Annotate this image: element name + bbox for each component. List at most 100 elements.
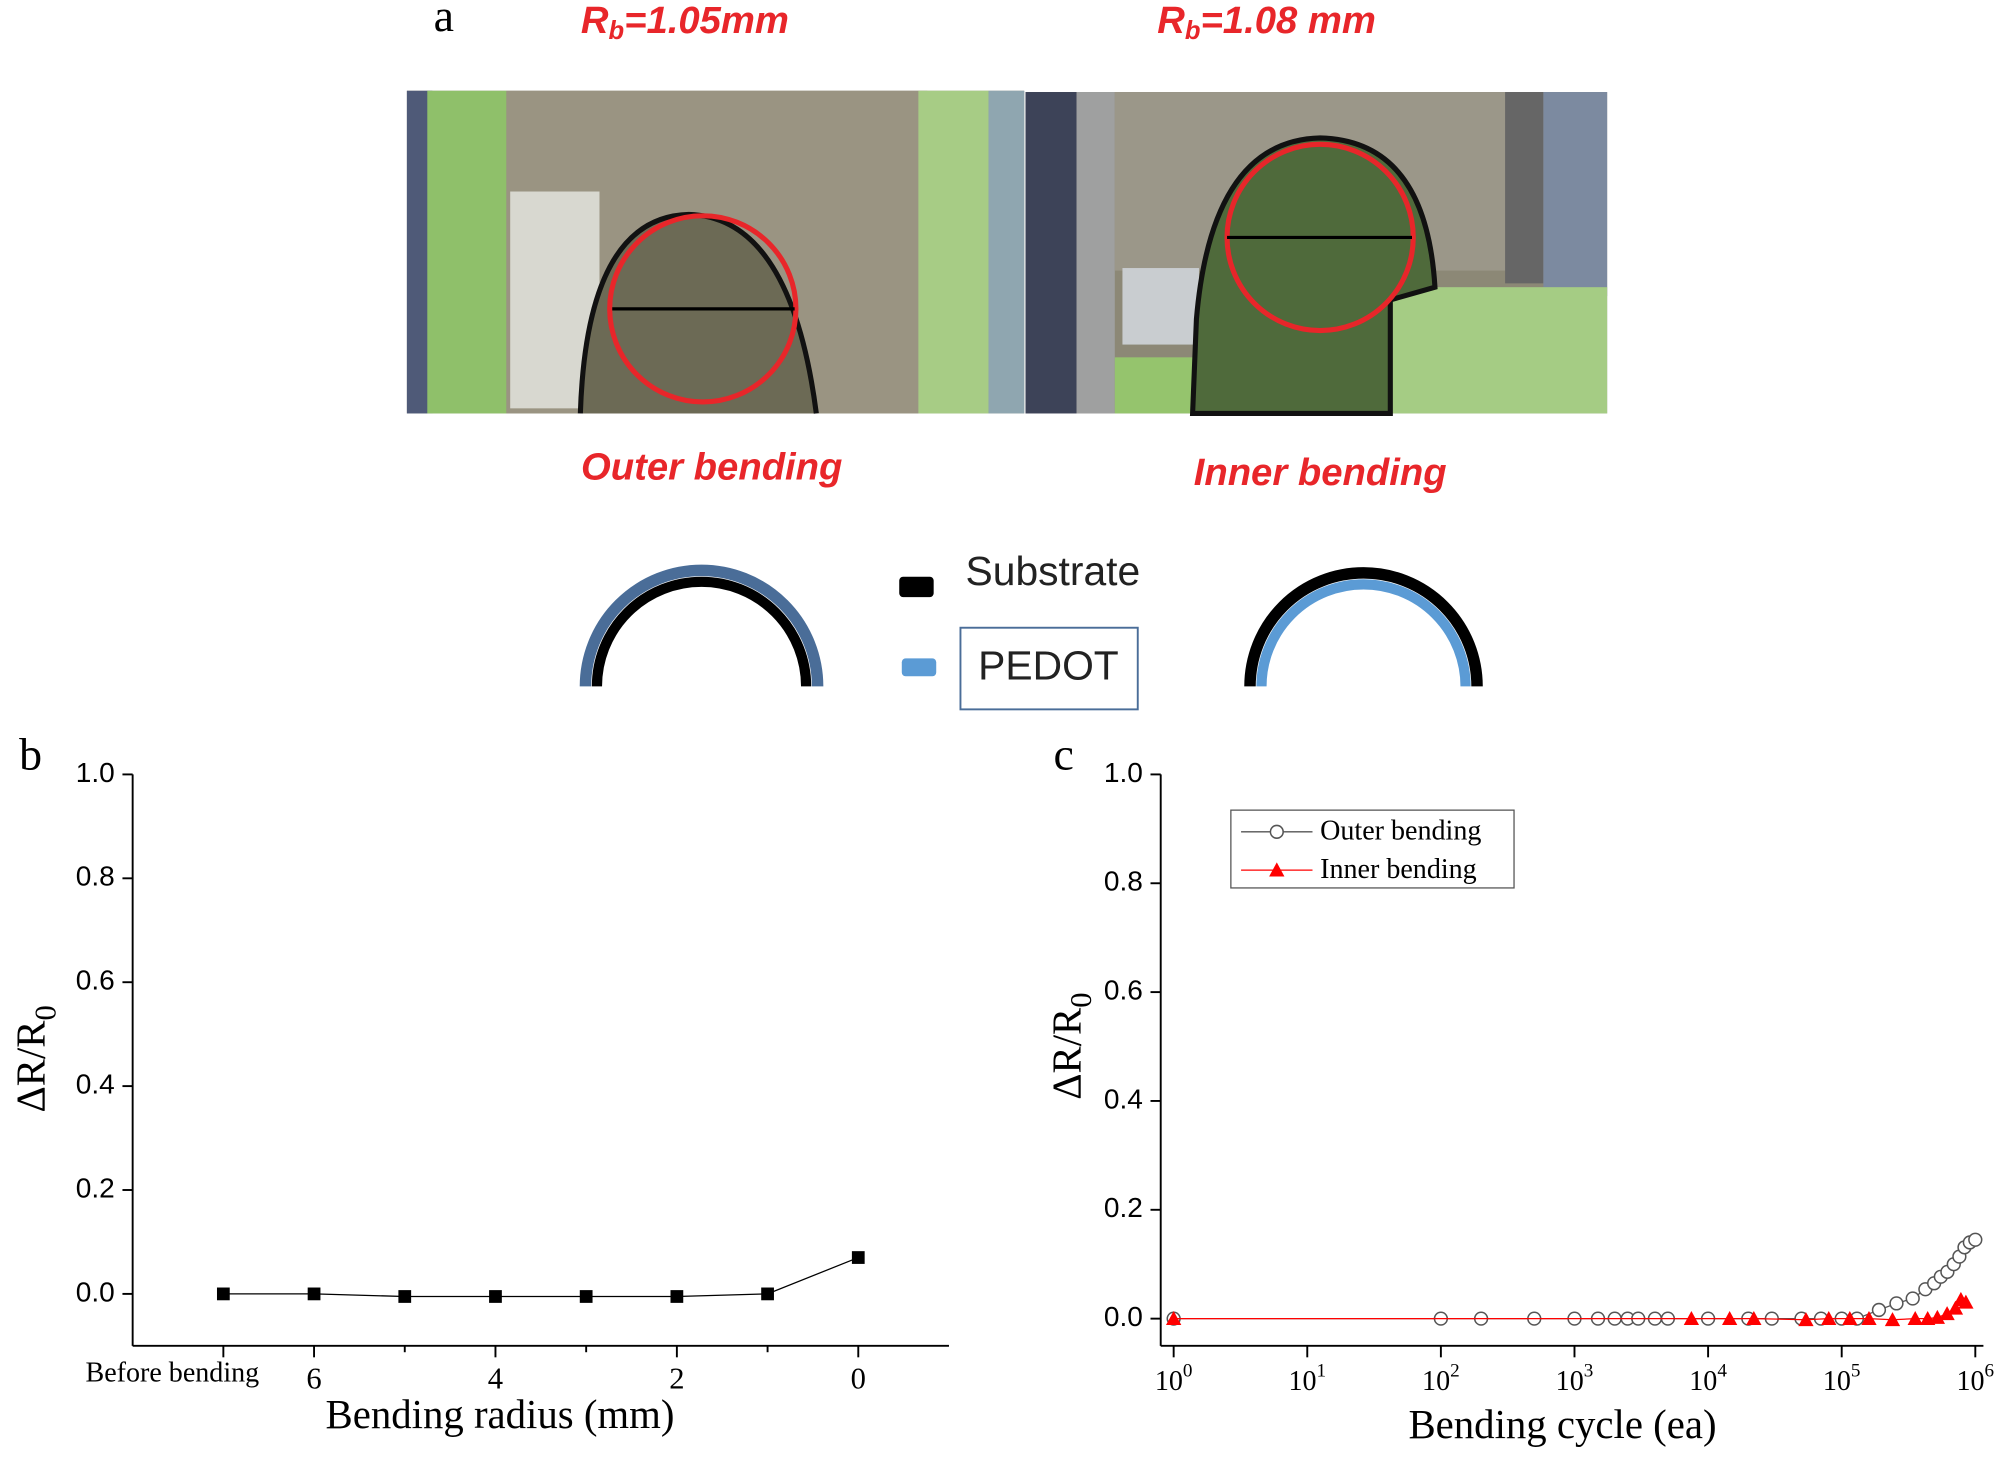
x-tick-exponent: 6 [1985,1361,1995,1382]
data-marker [1958,1294,1974,1309]
data-marker [1842,1310,1858,1326]
legend-box [959,626,1139,711]
x-tick-label: 6 [306,1362,321,1396]
data-marker [761,1287,774,1301]
y-tick-label: 0.4 [1104,1083,1143,1114]
data-marker [1871,1302,1887,1318]
data-marker [1889,1296,1904,1311]
data-marker [307,1287,321,1301]
radius-symbol: R [1157,0,1185,42]
bending-radius: Rb=1.05mm [581,0,789,45]
x-axis-label: Bending cycle (ea) [1408,1402,1716,1447]
y-tick-label: 1.0 [1104,757,1143,788]
legend-marker [1269,862,1285,877]
x-axis-label: Bending radius (mm) [325,1392,674,1437]
data-marker [1821,1310,1837,1326]
y-axis-label-text: ΔR/R [1045,1007,1090,1100]
bending-schematic [579,564,1483,687]
data-marker [1905,1291,1920,1306]
x-tick-label: 105 [1823,1361,1861,1398]
x-tick-base: 10 [1823,1367,1851,1398]
data-marker [1722,1310,1738,1326]
x-tick-label: 102 [1422,1361,1460,1398]
y-tick-label: 0.8 [1104,866,1143,897]
x-tick-label: 0 [851,1362,866,1396]
bending-radius: Rb=1.08 mm [1157,0,1376,45]
data-marker [216,1287,230,1301]
x-tick-base: 10 [1422,1367,1450,1398]
data-marker [1861,1310,1877,1326]
x-tick-label: 4 [488,1362,503,1396]
radius-subscript: b [1185,17,1201,45]
photo-caption: Inner bending [1194,451,1447,494]
y-tick-label: 0.2 [76,1172,115,1203]
y-tick-label: 0.6 [1104,975,1143,1006]
y-axis-label-text: ΔR/R [9,1020,54,1113]
x-tick-label: Before bending [85,1358,259,1389]
x-tick-label: 100 [1155,1361,1193,1398]
x-tick-exponent: 0 [1183,1361,1193,1382]
y-tick-label: 0.0 [1104,1301,1143,1332]
data-marker [1884,1312,1901,1327]
substrate-layer [1244,567,1483,687]
panel-label: a [434,0,454,41]
data-marker [670,1290,684,1303]
radius-value: =1.05mm [624,0,789,42]
photo-caption: Outer bending [581,446,842,489]
panel-label: b [19,729,42,780]
y-tick-label: 0.0 [76,1276,115,1307]
photo-inner [1025,92,1608,416]
legend-label: Inner bending [1320,854,1477,885]
data-marker [1968,1232,1983,1247]
radius-value: =1.08 mm [1200,0,1375,42]
pedot-layer [579,564,824,687]
panel-label: c [1054,729,1074,780]
y-tick-label: 0.4 [76,1069,115,1100]
x-tick-exponent: 1 [1317,1361,1327,1382]
layer-legend: Substrate PEDOT [899,548,1141,711]
data-marker [1746,1310,1762,1326]
x-tick-base: 10 [1155,1367,1183,1398]
legend-swatch [901,658,937,677]
x-tick-label: 104 [1689,1361,1727,1398]
legend-label: Outer bending [1320,816,1481,847]
data-marker [1683,1310,1700,1326]
y-tick-label: 1.0 [76,757,115,788]
data-line [1173,1239,1976,1320]
legend-label: Substrate [966,548,1141,594]
legend-label: PEDOT [978,642,1119,688]
x-tick-base: 10 [1957,1367,1985,1398]
x-tick-label: 103 [1556,1361,1594,1398]
data-marker [1798,1312,1814,1327]
data-marker [398,1290,412,1303]
y-axis-label-subscript: 0 [29,1005,63,1020]
data-marker [579,1290,593,1303]
legend-marker [1269,824,1284,839]
substrate-layer [591,576,812,687]
y-axis-label-subscript: 0 [1064,992,1098,1007]
x-tick-exponent: 3 [1584,1361,1594,1382]
legend-swatch [899,576,934,598]
radius-subscript: b [609,17,625,45]
data-marker [1166,1310,1182,1326]
x-tick-label: 101 [1288,1361,1326,1398]
x-tick-base: 10 [1556,1367,1584,1398]
data-marker [851,1251,865,1264]
x-tick-exponent: 5 [1851,1361,1861,1382]
x-tick-label: 2 [669,1362,684,1396]
data-marker [1929,1309,1946,1324]
x-tick-label: 106 [1957,1361,1995,1398]
data-marker [1947,1300,1964,1315]
photo-outer [406,90,1025,414]
data-marker [1907,1310,1923,1326]
data-line [223,1256,859,1298]
x-tick-exponent: 2 [1450,1361,1460,1382]
y-tick-label: 0.2 [1104,1192,1143,1223]
pedot-layer [1256,579,1471,687]
data-marker [1939,1306,1955,1321]
x-tick-base: 10 [1689,1367,1717,1398]
